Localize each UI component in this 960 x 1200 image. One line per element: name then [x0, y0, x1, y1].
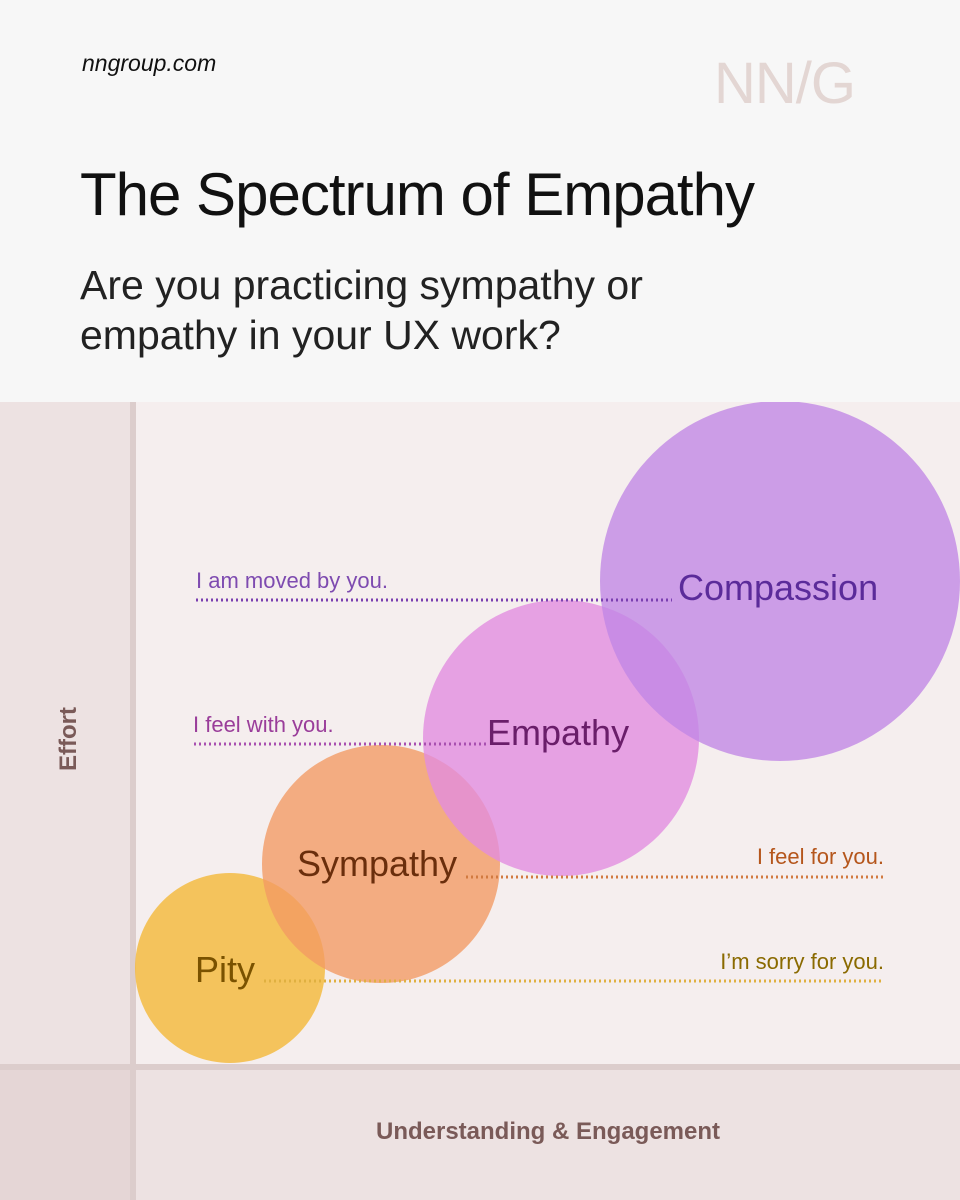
x-axis-line [0, 1064, 960, 1070]
sympathy-phrase: I feel for you. [757, 844, 884, 869]
compassion-label: Compassion [678, 567, 878, 608]
page-title: The Spectrum of Empathy [80, 161, 755, 228]
x-axis-band [136, 1070, 960, 1200]
empathy-spectrum-diagram: I am moved by you. I feel with you. I fe… [0, 402, 960, 1200]
sympathy-label: Sympathy [297, 843, 457, 884]
nng-logo: NN/G [714, 51, 856, 116]
pity-phrase: I’m sorry for you. [720, 949, 884, 974]
page-subtitle: Are you practicing sympathy or empathy i… [80, 262, 643, 358]
diagram-canvas: I am moved by you. I feel with you. I fe… [0, 402, 960, 1200]
header: nngroup.com NN/G The Spectrum of Empathy… [0, 0, 960, 402]
compassion-phrase: I am moved by you. [196, 568, 388, 593]
x-axis-label: Understanding & Engagement [375, 1118, 721, 1145]
axis-corner [0, 1070, 130, 1200]
y-axis-label: Effort [55, 707, 82, 771]
empathy-phrase: I feel with you. [193, 712, 334, 737]
compassion-circle [600, 402, 960, 761]
y-axis-line [130, 402, 136, 1200]
y-axis-band [0, 402, 130, 1064]
empathy-label: Empathy [487, 712, 629, 753]
site-url[interactable]: nngroup.com [82, 50, 217, 76]
pity-label: Pity [195, 949, 255, 990]
